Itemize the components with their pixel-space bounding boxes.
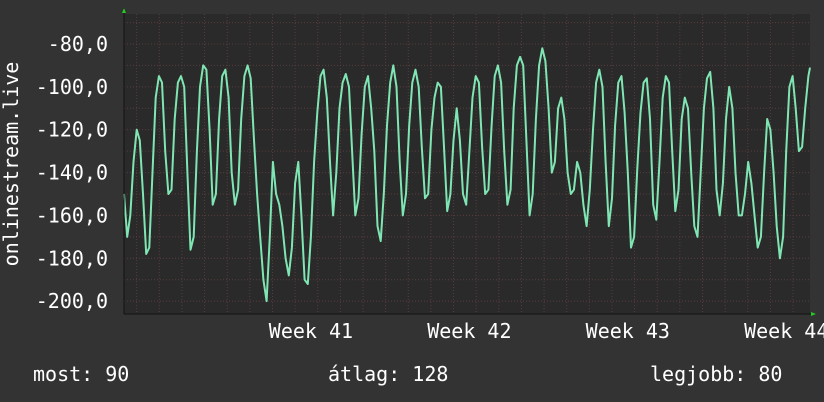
x-tick-label: Week 43 — [586, 319, 670, 343]
y-tick-label: -160,0 — [36, 203, 108, 227]
y-tick-label: -120,0 — [36, 118, 108, 142]
series-line-0 — [123, 47, 811, 303]
y-tick-label: -200,0 — [36, 289, 108, 313]
x-axis-arrow — [811, 312, 816, 316]
y-tick-label: -100,0 — [36, 75, 108, 99]
x-tick-label: Week 44 — [744, 319, 824, 343]
y-tick-label: -140,0 — [36, 161, 108, 185]
axes — [122, 8, 816, 316]
best-value-label: legjobb: 80 — [650, 362, 783, 386]
y-axis-arrow — [122, 8, 126, 13]
average-value-label: átlag: 128 — [328, 362, 449, 386]
series-layer — [123, 47, 811, 303]
y-tick-label: -180,0 — [36, 246, 108, 270]
x-tick-label: Week 41 — [269, 319, 353, 343]
x-tick-label: Week 42 — [427, 319, 511, 343]
tick-labels: -80,0 -100,0 -120,0 -140,0 -160,0 -180,0 -200,… — [36, 32, 824, 343]
y-tick-label: -80,0 — [48, 32, 108, 56]
y-axis-label: onlinestream.live — [0, 62, 23, 267]
current-value-label: most: 90 — [33, 362, 130, 386]
